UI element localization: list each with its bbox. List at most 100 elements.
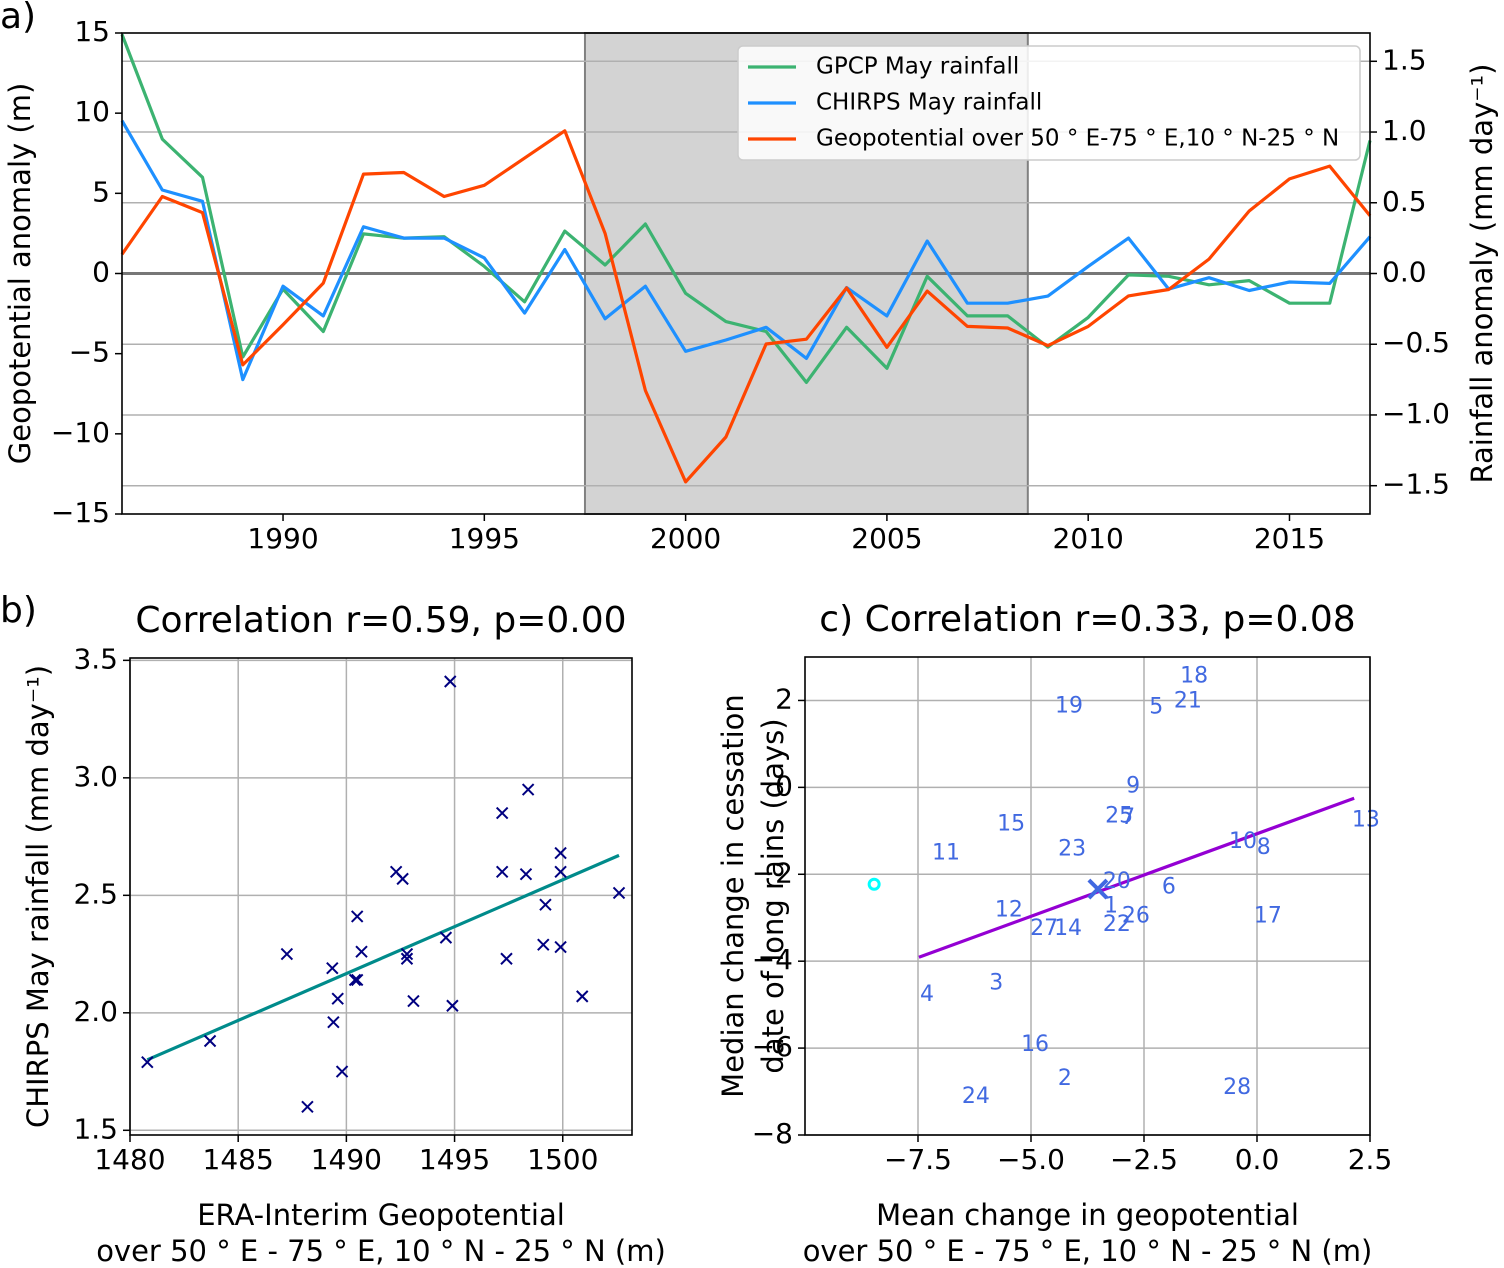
scatter-point xyxy=(335,1065,349,1078)
point-label: 19 xyxy=(1055,694,1083,719)
point-label: 18 xyxy=(1180,664,1208,689)
scatter-point xyxy=(327,1016,340,1029)
y-axis-label: CHIRPS May rainfall (mm day⁻¹) xyxy=(21,665,55,1128)
scatter-point xyxy=(348,973,362,987)
scatter-point xyxy=(554,846,567,860)
x-tick-label: 1500 xyxy=(527,1143,598,1176)
fit-line xyxy=(918,796,1355,959)
point-label: 14 xyxy=(1054,916,1082,941)
chart-title: c) Correlation r=0.33, p=0.08 xyxy=(819,599,1355,640)
scatter-point xyxy=(355,945,368,958)
scatter-point xyxy=(350,973,364,987)
y-tick-label: −15 xyxy=(51,496,110,529)
y-tick-label: 3.0 xyxy=(73,760,118,793)
scatter-point xyxy=(407,994,420,1008)
scatter-point xyxy=(400,952,414,965)
x-axis-label: over 50 ° E - 75 ° E, 10 ° N - 25 ° N (m… xyxy=(803,1234,1373,1268)
y-tick-label: 5 xyxy=(92,175,110,208)
point-label: 22 xyxy=(1103,912,1131,937)
point-label: 26 xyxy=(1122,903,1150,928)
y-tick-label: −10 xyxy=(51,416,110,449)
scatter-point xyxy=(539,898,552,911)
scatter-point xyxy=(554,940,567,954)
x-tick-label: −5.0 xyxy=(997,1143,1065,1176)
y2-tick-label: −1.5 xyxy=(1382,468,1450,501)
scatter-point xyxy=(396,872,409,886)
x-tick-label: 1485 xyxy=(203,1143,274,1176)
y2-tick-label: 0.0 xyxy=(1382,256,1427,289)
scatter-point xyxy=(495,806,509,820)
point-label: 10 xyxy=(1229,829,1257,854)
x-tick-label: 1490 xyxy=(311,1143,382,1176)
scatter-point xyxy=(141,1055,154,1069)
y-tick-label: −4 xyxy=(752,943,793,976)
plot-frame xyxy=(804,656,1371,1136)
point-label: 11 xyxy=(932,840,960,865)
mean-point xyxy=(1087,878,1109,900)
y-tick-label: 2.0 xyxy=(73,995,118,1028)
x-tick-label: 2000 xyxy=(650,522,721,555)
scatter-point xyxy=(301,1100,314,1114)
point-label: 25 xyxy=(1105,803,1133,828)
scatter-point xyxy=(500,952,513,965)
point-label: 15 xyxy=(997,811,1025,836)
scatter-point xyxy=(612,886,626,900)
x-tick-label: −2.5 xyxy=(1110,1143,1178,1176)
y-tick-label: 15 xyxy=(74,15,110,48)
scatter-point xyxy=(521,783,535,796)
y-axis-label: Median change in cessation xyxy=(716,694,750,1098)
y-tick-label: 10 xyxy=(74,95,110,128)
legend-label: CHIRPS May rainfall xyxy=(816,90,1042,116)
series-line xyxy=(120,33,1372,384)
x-axis-label: Mean change in geopotential xyxy=(876,1198,1299,1232)
point-label: 23 xyxy=(1058,837,1086,862)
x-tick-label: 0.0 xyxy=(1235,1143,1280,1176)
x-tick-label: 1995 xyxy=(449,522,520,555)
x-tick-label: −7.5 xyxy=(884,1143,952,1176)
plot-frame xyxy=(129,657,633,1136)
y-tick-label: −2 xyxy=(752,856,793,889)
y-tick-label: 0 xyxy=(775,769,793,802)
scatter-point xyxy=(554,865,567,879)
point-label: 7 xyxy=(1121,805,1135,830)
panel-label: a) xyxy=(0,0,36,37)
scatter-point xyxy=(444,675,457,688)
x-tick-label: 2015 xyxy=(1254,522,1325,555)
x-axis-label: over 50 ° E - 75 ° E, 10 ° N - 25 ° N (m… xyxy=(96,1234,666,1268)
panel: −7.5 −5.0 −2.5 0.0 2.5 −8 −6 −4 −2 0 2 c) Correlati… xyxy=(716,599,1392,1268)
y2-tick-label: 1.0 xyxy=(1382,114,1427,147)
legend-box xyxy=(737,45,1361,161)
point-label: 27 xyxy=(1030,916,1058,941)
y-axis-label: Geopotential anomaly (m) xyxy=(3,83,37,465)
point-label: 16 xyxy=(1021,1032,1049,1057)
y2-tick-label: −1.0 xyxy=(1382,397,1450,430)
y2-axis-label: Rainfall anomaly (mm day⁻¹) xyxy=(1465,63,1499,483)
scatter-point xyxy=(495,865,509,879)
point-label: 21 xyxy=(1174,688,1202,713)
scatter-point xyxy=(519,867,533,881)
y-tick-label: 2.5 xyxy=(73,877,118,910)
series-line xyxy=(120,129,1372,484)
x-tick-label: 2005 xyxy=(851,522,922,555)
x-tick-label: 2010 xyxy=(1053,522,1124,555)
scatter-point xyxy=(439,931,453,944)
fit-line xyxy=(146,853,620,1062)
point-label: 5 xyxy=(1149,694,1163,719)
y-tick-label: 2 xyxy=(775,682,793,715)
legend-label: GPCP May rainfall xyxy=(816,54,1019,80)
point-label: 3 xyxy=(989,970,1003,995)
point-label: 12 xyxy=(995,897,1023,922)
y-tick-label: 0 xyxy=(92,256,110,289)
y-tick-label: 1.5 xyxy=(73,1112,118,1145)
scatter-point xyxy=(326,961,339,975)
point-label: 9 xyxy=(1126,773,1140,798)
scatter-point xyxy=(280,947,294,961)
point-label: 28 xyxy=(1223,1075,1251,1100)
point-label: 13 xyxy=(1352,807,1380,832)
scatter-point xyxy=(331,992,344,1005)
point-label: 24 xyxy=(962,1084,990,1109)
y2-tick-label: −0.5 xyxy=(1382,326,1450,359)
point-label: 6 xyxy=(1162,874,1176,899)
x-tick-label: 2.5 xyxy=(1348,1143,1393,1176)
legend: GPCP May rainfall CHIRPS May rainfall Geop… xyxy=(737,45,1361,161)
